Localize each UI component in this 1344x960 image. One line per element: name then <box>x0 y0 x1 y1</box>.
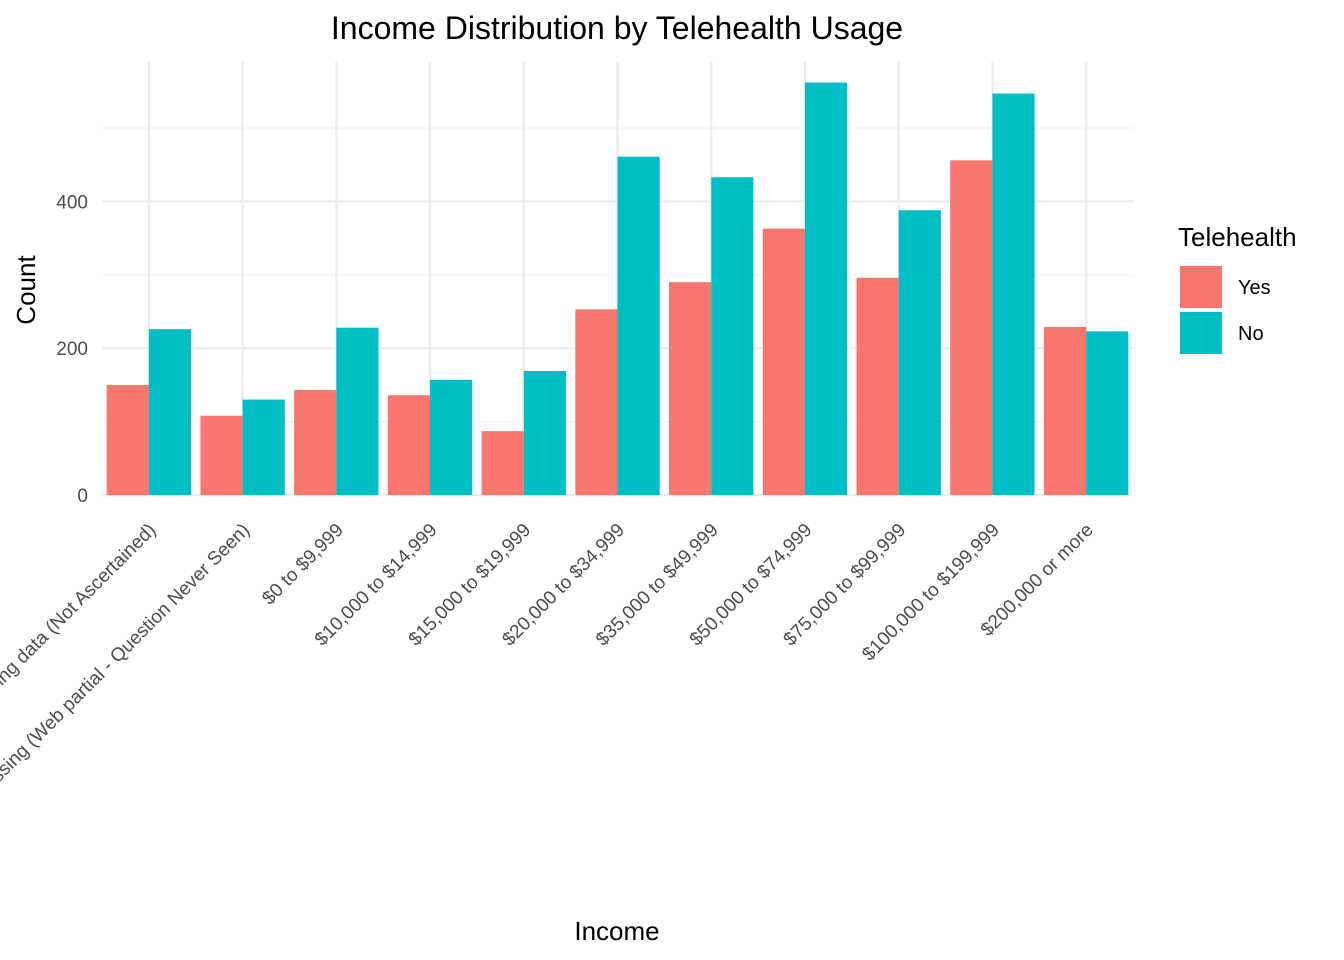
y-tick-label: 200 <box>56 339 88 360</box>
y-tick-label: 0 <box>77 486 88 507</box>
legend-title: Telehealth <box>1178 222 1297 252</box>
bar-no-2 <box>336 327 379 495</box>
bar-no-0 <box>148 329 192 495</box>
bar-yes-0 <box>106 384 149 495</box>
bar-yes-6 <box>669 282 712 495</box>
bar-no-6 <box>711 177 754 495</box>
bar-yes-8 <box>856 277 899 495</box>
bar-no-3 <box>430 379 473 495</box>
bar-yes-7 <box>762 228 805 495</box>
x-axis-title: Income <box>574 916 659 946</box>
legend-label-no: No <box>1238 323 1264 345</box>
legend-swatch-no <box>1180 312 1222 354</box>
legend-label-yes: Yes <box>1238 277 1271 299</box>
x-tick-label: $0 to $9,999 <box>258 520 348 610</box>
bar-no-10 <box>1086 331 1129 495</box>
bar-yes-2 <box>294 390 337 495</box>
bar-yes-3 <box>387 395 431 495</box>
bar-no-8 <box>898 210 941 496</box>
bar-no-9 <box>992 93 1035 496</box>
y-axis-ticks: 0 200 400 <box>56 192 88 507</box>
bar-yes-4 <box>481 431 524 495</box>
bar-yes-9 <box>950 160 993 495</box>
bar-no-1 <box>242 399 285 495</box>
bar-no-4 <box>523 370 566 495</box>
bars <box>106 82 1129 496</box>
bar-yes-5 <box>575 309 618 495</box>
bar-no-5 <box>617 156 660 495</box>
bar-yes-10 <box>1043 326 1087 495</box>
x-axis-ticks: Missing data (Not Ascertained)Missing (W… <box>0 520 1098 801</box>
y-axis-title: Count <box>11 255 41 325</box>
chart-title: Income Distribution by Telehealth Usage <box>331 10 903 46</box>
legend: Telehealth Yes No <box>1178 222 1297 354</box>
y-tick-label: 400 <box>56 192 88 213</box>
bar-yes-1 <box>200 415 243 495</box>
legend-swatch-yes <box>1180 266 1222 308</box>
bar-no-7 <box>804 82 848 495</box>
